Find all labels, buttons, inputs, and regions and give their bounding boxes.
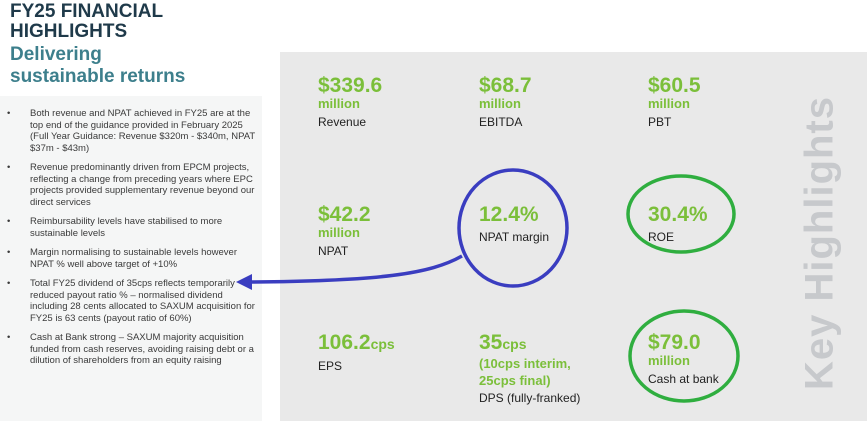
blue-annotation-arrowhead [236,274,252,290]
kpi-pbt: $60.5 million PBT [648,75,701,130]
kpi-unit: million [479,96,521,111]
kpi-unit: million [318,225,360,240]
bullet-text: Reimbursability levels have stabilised t… [30,216,223,239]
bullet-icon: • [7,108,11,119]
kpi-label: PBT [648,115,672,129]
kpi-label: EBITDA [479,115,523,129]
kpi-cash: $79.0 million Cash at bank [648,332,719,387]
bullet-icon: • [7,247,11,258]
bullet-text: Both revenue and NPAT achieved in FY25 a… [30,108,255,154]
commentary-list: • Both revenue and NPAT achieved in FY25 … [6,108,262,375]
kpi-unit: million [648,96,690,111]
kpi-label: NPAT [318,244,349,258]
bullet-text: Cash at Bank strong – SAXUM majority acq… [30,332,254,366]
kpi-revenue: $339.6 million Revenue [318,75,382,130]
kpi-label: DPS (fully-franked) [479,391,581,405]
subtitle-line-1: Delivering [10,44,102,65]
kpi-value: 35 [479,331,503,354]
kpi-value: 106.2 [318,331,371,354]
bullet-text: Revenue predominantly driven from EPCM p… [30,162,255,208]
kpi-value: $339.6 [318,74,383,97]
page-title: FY25 FINANCIAL HIGHLIGHTS [10,2,163,42]
kpi-value: 30.4% [648,203,708,226]
kpi-detail: 25cps final) [479,373,551,388]
kpi-value: $42.2 [318,203,371,226]
kpi-dps: 35cps (10cps interim, 25cps final) DPS (… [479,332,580,406]
kpi-ebitda: $68.7 million EBITDA [479,75,532,130]
kpi-label: Revenue [318,115,367,129]
bullet-icon: • [7,332,11,343]
kpi-unit: cps [502,336,527,352]
blue-annotation-arrow-line [249,254,463,284]
list-item: • Total FY25 dividend of 35cps reflects t… [6,278,262,324]
bullet-text: Total FY25 dividend of 35cps reflects te… [30,278,255,324]
kpi-value-row: 35cps [479,332,580,355]
list-item: • Both revenue and NPAT achieved in FY25 … [6,108,262,154]
kpi-value: $79.0 [648,331,701,354]
kpi-value: 12.4% [479,203,539,226]
list-item: • Margin normalising to sustainable level… [6,247,262,270]
bullet-icon: • [7,216,11,227]
list-item: • Reimbursability levels have stabilised … [6,216,262,239]
kpi-value-row: 106.2cps [318,332,395,355]
subtitle-line-2: sustainable returns [10,66,186,87]
kpi-npat-margin: 12.4% NPAT margin [479,204,549,245]
page-subtitle: Delivering sustainable returns [10,44,185,88]
kpi-value: $60.5 [648,74,701,97]
title-line-2: HIGHLIGHTS [10,21,128,42]
title-line-1: FY25 FINANCIAL [10,1,164,22]
kpi-unit: million [318,96,360,111]
kpi-value: $68.7 [479,74,532,97]
kpi-roe: 30.4% ROE [648,204,708,245]
blue-annotation-circle [457,168,569,288]
kpi-label: ROE [648,230,675,244]
kpi-unit: million [648,353,690,368]
kpi-eps: 106.2cps EPS [318,332,395,374]
kpi-npat: $42.2 million NPAT [318,204,371,259]
key-highlights-panel [280,52,867,421]
kpi-unit: cps [370,336,395,352]
commentary-panel [0,96,262,421]
kpi-label: NPAT margin [479,230,550,244]
list-item: • Cash at Bank strong – SAXUM majority ac… [6,332,262,367]
bullet-icon: • [7,278,11,289]
bullet-text: Margin normalising to sustainable levels… [30,247,237,270]
kpi-label: Cash at bank [648,372,719,386]
bullet-icon: • [7,162,11,173]
green-annotation-circle-roe [626,174,736,254]
list-item: • Revenue predominantly driven from EPCM … [6,162,262,208]
kpi-label: EPS [318,359,343,373]
green-annotation-circle-cash [628,309,740,403]
kpi-detail: (10cps interim, [479,356,571,371]
